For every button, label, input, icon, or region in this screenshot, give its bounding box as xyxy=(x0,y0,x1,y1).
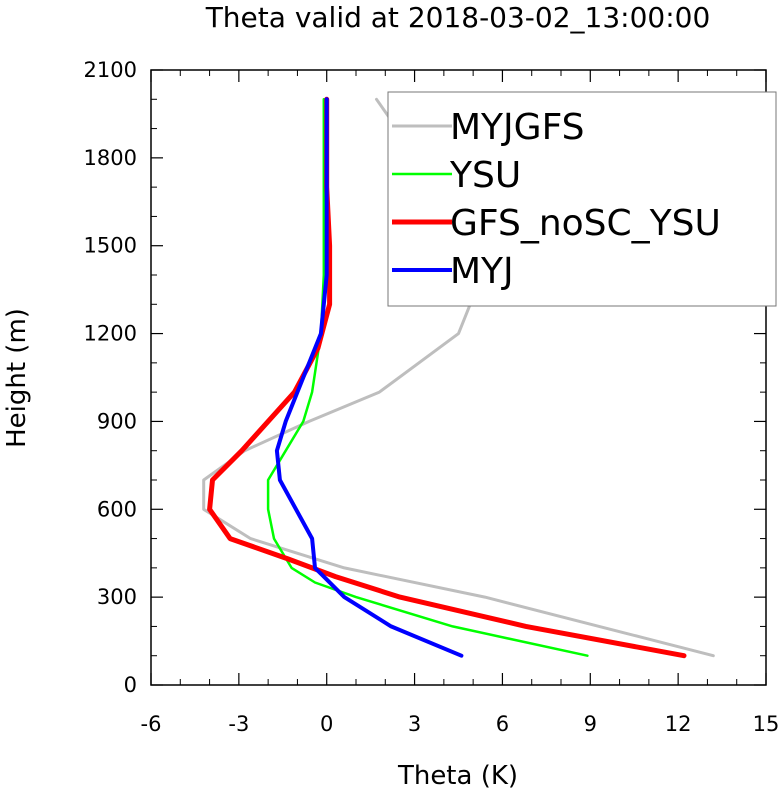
chart-title: Theta valid at 2018-03-02_13:00:00 xyxy=(205,1,711,34)
legend-box xyxy=(387,91,777,307)
ticks-layer: -6 -3 0 3 6 9 12 15 0 300 600 900 1200 1500 1800 2100 xyxy=(84,58,780,736)
x-tick-label: 9 xyxy=(584,712,597,736)
x-axis-label: Theta (K) xyxy=(397,761,518,791)
x-tick-label: 12 xyxy=(665,712,692,736)
legend: MYJGFS YSU GFS_noSC_YSU MYJ xyxy=(387,91,777,307)
y-tick-label: 900 xyxy=(97,409,137,433)
legend-label: MYJ xyxy=(450,251,514,292)
x-tick-label: 15 xyxy=(753,712,780,736)
legend-label: GFS_noSC_YSU xyxy=(450,203,721,244)
y-tick-label: 1500 xyxy=(84,234,137,258)
y-tick-label: 2100 xyxy=(84,58,137,82)
y-tick-label: 300 xyxy=(97,585,137,609)
x-tick-label: 3 xyxy=(408,712,421,736)
series-line-gfs-nosc-ysu xyxy=(207,96,687,659)
series-line-myj xyxy=(274,97,464,658)
series-layer xyxy=(202,96,715,659)
plot-frame xyxy=(150,69,767,686)
x-tick-label: -3 xyxy=(228,712,249,736)
y-axis-label: Height (m) xyxy=(2,308,32,448)
x-tick-label: 6 xyxy=(496,712,509,736)
y-tick-label: 0 xyxy=(124,673,137,697)
x-tick-label: -6 xyxy=(141,712,162,736)
y-tick-label: 1200 xyxy=(84,322,137,346)
y-tick-label: 600 xyxy=(97,497,137,521)
x-tick-label: 0 xyxy=(320,712,333,736)
y-tick-label: 1800 xyxy=(84,146,137,170)
legend-label: MYJGFS xyxy=(450,107,585,148)
legend-label: YSU xyxy=(449,155,521,196)
